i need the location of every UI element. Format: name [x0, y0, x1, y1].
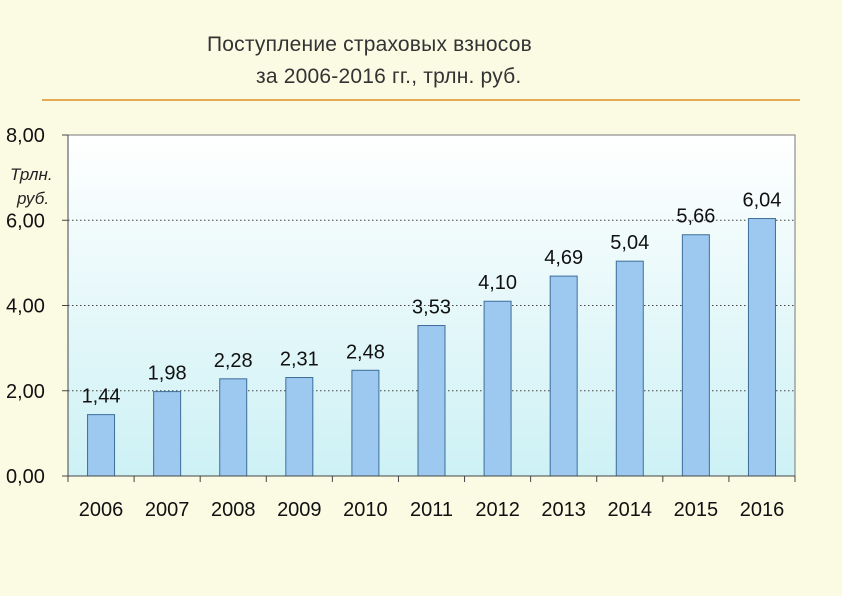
bar-2015 — [681, 234, 710, 477]
bar-2012 — [483, 300, 512, 477]
axes — [62, 134, 796, 482]
x-tick-label-2007: 2007 — [145, 499, 190, 521]
x-tick-label-2008: 2008 — [211, 499, 256, 521]
y-tick-label: 4,00 — [6, 296, 45, 318]
x-tick-label-2013: 2013 — [541, 499, 586, 521]
data-label-2012: 4,10 — [478, 272, 517, 294]
x-tick-label-2015: 2015 — [674, 499, 719, 521]
y-tick-label: 2,00 — [6, 381, 45, 403]
bar-2006 — [87, 414, 116, 477]
x-tick-label-2010: 2010 — [343, 499, 388, 521]
chart-title-line-1: Поступление страховых взносов — [207, 33, 532, 56]
chart-title-line-2: за 2006-2016 гг., трлн. руб. — [256, 65, 522, 88]
data-label-2015: 5,66 — [676, 206, 715, 228]
x-tick-label-2011: 2011 — [410, 499, 453, 521]
data-label-2007: 1,98 — [148, 363, 187, 385]
title-divider — [42, 99, 800, 101]
bar-2008 — [219, 378, 248, 477]
x-tick-label-2009: 2009 — [277, 499, 322, 521]
y-tick-label: 8,00 — [6, 125, 45, 147]
bar-2007 — [153, 391, 182, 477]
data-label-2011: 3,53 — [412, 297, 451, 319]
bars — [87, 218, 776, 477]
x-tick-label-2006: 2006 — [79, 499, 124, 521]
y-axis-unit-line-1: Трлн. — [10, 165, 53, 184]
y-tick-label: 6,00 — [6, 210, 45, 232]
labels: 0,00 2,00 4,00 6,00 8,00 1,44 2006 1,98 2007 2,28… — [6, 125, 784, 521]
x-tick-label-2016: 2016 — [740, 499, 785, 521]
data-label-2010: 2,48 — [346, 341, 385, 363]
x-tick-label-2012: 2012 — [475, 499, 520, 521]
x-tick-label-2014: 2014 — [608, 499, 653, 521]
data-label-2014: 5,04 — [610, 232, 649, 254]
bar-2014 — [615, 260, 644, 477]
bar-2010 — [351, 369, 380, 477]
bar-2009 — [285, 377, 314, 477]
bar-2016 — [747, 218, 776, 477]
data-label-2009: 2,31 — [280, 349, 319, 371]
data-label-2016: 6,04 — [742, 190, 781, 212]
grid-lines — [68, 219, 795, 392]
data-label-2013: 4,69 — [544, 247, 583, 269]
y-axis-unit-line-2: руб. — [17, 189, 50, 208]
bar-2011 — [417, 325, 446, 477]
y-tick-label: 0,00 — [6, 466, 45, 488]
data-label-2006: 1,44 — [82, 386, 121, 408]
data-label-2008: 2,28 — [214, 350, 253, 372]
bar-2013 — [549, 275, 578, 477]
